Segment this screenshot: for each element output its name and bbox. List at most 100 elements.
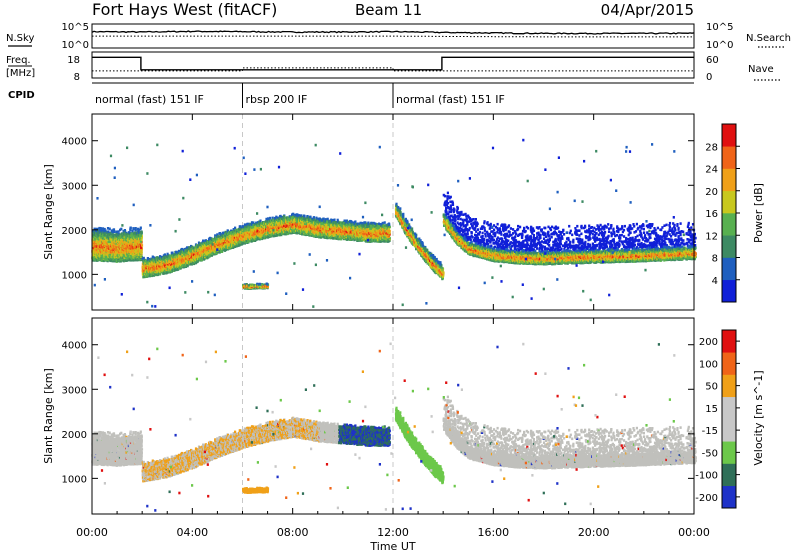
scatter-cell	[261, 221, 265, 224]
freq-frame	[91, 51, 695, 79]
scatter-cell	[256, 229, 259, 232]
scatter-cell	[181, 261, 184, 264]
scatter-cell	[256, 221, 260, 224]
scatter-cell	[226, 241, 229, 244]
scatter-cell	[264, 220, 268, 223]
scatter-cell	[169, 256, 172, 260]
scatter-cell	[268, 223, 271, 227]
scatter-cell	[178, 259, 181, 263]
scatter-cell	[217, 235, 220, 238]
scatter-cell	[91, 241, 94, 245]
scatter-cell	[181, 247, 184, 251]
scatter-cell	[103, 227, 106, 231]
scatter-cell	[198, 246, 202, 249]
scatter-cell	[122, 253, 125, 256]
scatter-cell	[186, 263, 189, 267]
scatter-cell	[179, 254, 182, 258]
scatter-cell	[138, 240, 141, 244]
nsearch-top-tick: 10^5	[706, 22, 733, 33]
scatter-cell	[133, 233, 136, 237]
scatter-cell	[116, 233, 119, 237]
scatter-cell	[123, 229, 126, 232]
scatter-cell	[135, 234, 138, 237]
scatter-cell	[125, 247, 128, 250]
scatter-cell	[138, 242, 141, 245]
scatter-cell	[233, 229, 236, 233]
scatter-cell	[204, 239, 207, 242]
scatter-cell	[99, 230, 102, 234]
scatter-cell	[131, 249, 134, 252]
scatter-cell	[141, 269, 144, 273]
scatter-cell	[106, 227, 110, 230]
scatter-cell	[224, 232, 227, 236]
scatter-cell	[137, 233, 140, 237]
scatter-cell	[119, 228, 122, 232]
scatter-cell	[245, 239, 249, 242]
scatter-cell	[112, 233, 115, 236]
nsky-series	[91, 30, 695, 38]
scatter-cell	[142, 265, 145, 269]
scatter-cell	[194, 258, 197, 261]
scatter-cell	[216, 233, 219, 236]
scatter-cell	[134, 227, 137, 230]
scatter-cell	[259, 219, 262, 223]
scatter-cell	[179, 265, 183, 268]
scatter-cell	[234, 236, 238, 240]
scatter-cell	[95, 242, 98, 246]
scatter-cell	[125, 232, 128, 236]
scatter-cell	[162, 259, 165, 263]
scatter-cell	[139, 256, 142, 260]
scatter-cell	[98, 226, 101, 230]
scatter-cell	[253, 225, 256, 228]
freq-series	[92, 56, 694, 72]
scatter-cell	[112, 228, 116, 231]
scatter-cell	[148, 268, 151, 271]
scatter-cell	[111, 230, 114, 234]
scatter-cell	[260, 227, 263, 230]
freq-strip: Freq. [MHz] 18 8 60 0 Nave	[6, 51, 782, 83]
scatter-cell	[103, 230, 106, 233]
scatter-cell	[152, 264, 155, 268]
freq-label: Freq.	[6, 55, 31, 66]
scatter-cell	[230, 237, 234, 240]
scatter-cell	[312, 216, 315, 219]
scatter-cell	[129, 248, 132, 252]
scatter-cell	[197, 241, 201, 245]
scatter-cell	[134, 228, 137, 232]
scatter-cell	[190, 244, 193, 248]
scatter-cell	[238, 227, 242, 231]
scatter-cell	[254, 223, 257, 226]
scatter-cell	[247, 228, 251, 232]
scatter-cell	[171, 268, 174, 272]
scatter-cell	[303, 214, 306, 218]
scatter-cell	[117, 230, 120, 233]
scatter-cell	[153, 256, 156, 260]
scatter-cell	[224, 248, 228, 251]
cpid-segment-label: rbsp 200 IF	[246, 93, 308, 106]
scatter-cell	[265, 222, 268, 226]
scatter-cell	[200, 258, 203, 262]
scatter-cell	[100, 229, 103, 232]
scatter-cell	[258, 237, 261, 241]
scatter-cell	[269, 216, 272, 220]
scatter-cell	[274, 230, 278, 233]
scatter-cell	[111, 253, 114, 257]
scatter-cell	[103, 247, 106, 250]
scatter-cell	[288, 217, 291, 220]
cpid-segments: normal (fast) 151 IF rbsp 200 IF normal (f…	[95, 83, 505, 108]
scatter-cell	[104, 229, 107, 233]
scatter-cell	[132, 227, 135, 230]
scatter-cell	[292, 212, 295, 216]
scatter-cell	[146, 260, 149, 264]
scatter-cell	[284, 230, 287, 233]
scatter-cell	[208, 254, 211, 257]
scatter-cell	[199, 248, 203, 252]
scatter-cell	[258, 228, 262, 232]
scatter-cell	[256, 236, 260, 240]
nsearch-bottom-tick: 10^0	[706, 40, 733, 51]
scatter-cell	[286, 224, 289, 228]
scatter-cell	[93, 233, 96, 236]
scatter-cell	[274, 228, 278, 232]
scatter-cell	[252, 223, 255, 227]
cpid-segment-label: normal (fast) 151 IF	[95, 93, 204, 106]
